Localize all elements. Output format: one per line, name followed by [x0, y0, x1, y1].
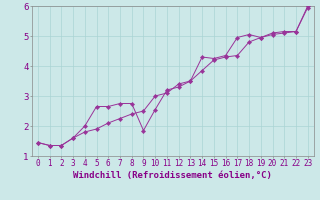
X-axis label: Windchill (Refroidissement éolien,°C): Windchill (Refroidissement éolien,°C) [73, 171, 272, 180]
